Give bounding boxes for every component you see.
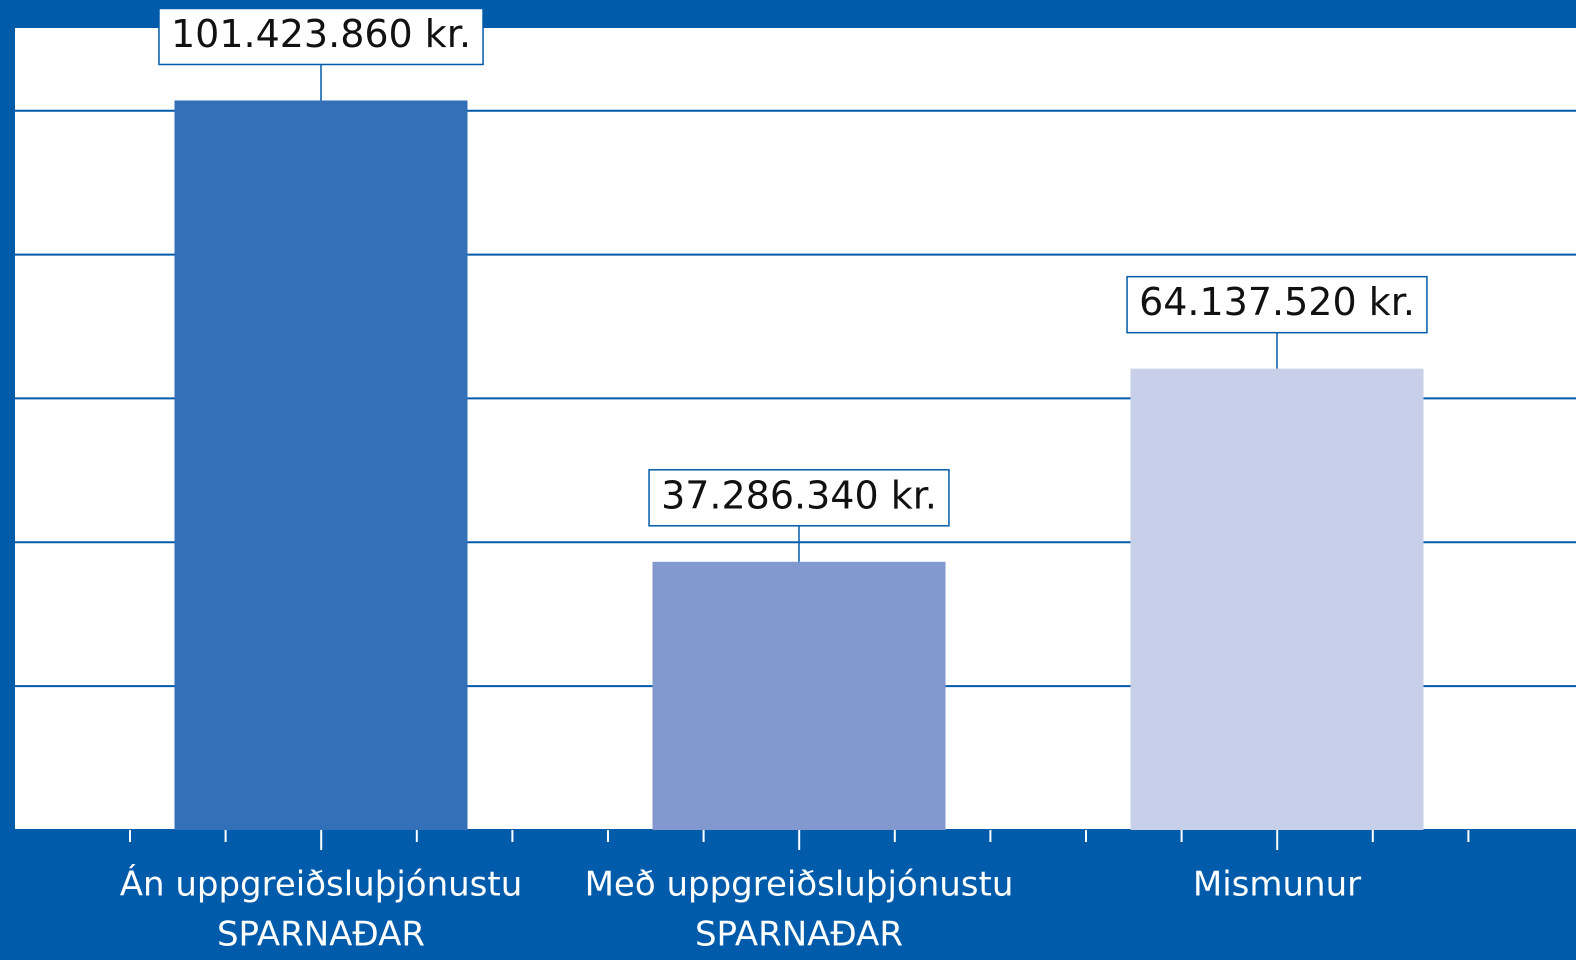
x-tick-label: Án uppgreiðsluþjónustu [120, 864, 523, 905]
x-tick-label: Með uppgreiðsluþjónustu [585, 865, 1014, 905]
value-label-box [158, 7, 484, 66]
value-label: 64.137.520 kr. [1139, 280, 1415, 324]
bar [652, 561, 946, 830]
x-tick-label: Mismunur [1193, 865, 1361, 905]
value-label: 37.286.340 kr. [661, 473, 937, 517]
x-tick-label: SPARNAÐAR [695, 915, 903, 955]
x-tick-label: SPARNAÐAR [217, 915, 425, 955]
value-label-box [1126, 275, 1428, 334]
bar [174, 100, 468, 831]
bar [1130, 368, 1424, 830]
value-label: 101.423.860 kr. [171, 12, 471, 56]
